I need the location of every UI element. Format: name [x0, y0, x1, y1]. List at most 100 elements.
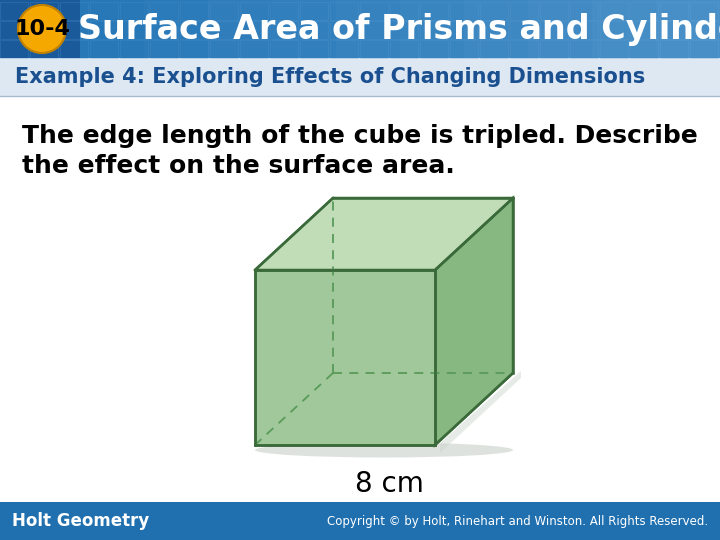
Bar: [0, 0, 80, 58]
Bar: [690, 21, 718, 39]
Bar: [630, 2, 658, 20]
Bar: [656, 0, 720, 58]
Bar: [240, 2, 268, 20]
Text: Copyright © by Holt, Rinehart and Winston. All Rights Reserved.: Copyright © by Holt, Rinehart and Winsto…: [327, 515, 708, 528]
Bar: [510, 2, 538, 20]
Bar: [464, 0, 528, 58]
Bar: [30, 40, 58, 58]
Bar: [690, 40, 718, 58]
Text: Holt Geometry: Holt Geometry: [12, 512, 149, 530]
Bar: [0, 502, 720, 540]
Bar: [300, 21, 328, 39]
Bar: [570, 2, 598, 20]
Bar: [480, 2, 508, 20]
Bar: [450, 21, 478, 39]
Bar: [390, 21, 418, 39]
Bar: [540, 40, 568, 58]
Bar: [660, 2, 688, 20]
Bar: [210, 21, 238, 39]
Bar: [90, 21, 118, 39]
Bar: [630, 21, 658, 39]
Text: The edge length of the cube is tripled. Describe: The edge length of the cube is tripled. …: [22, 124, 698, 148]
Bar: [60, 2, 88, 20]
Bar: [390, 40, 418, 58]
Polygon shape: [255, 198, 513, 270]
Bar: [330, 2, 358, 20]
Bar: [300, 40, 328, 58]
Bar: [80, 0, 144, 58]
Bar: [600, 40, 628, 58]
Bar: [300, 2, 328, 20]
Text: the effect on the surface area.: the effect on the surface area.: [22, 154, 455, 178]
Bar: [660, 21, 688, 39]
Bar: [400, 0, 464, 58]
Bar: [420, 40, 448, 58]
Bar: [360, 2, 388, 20]
Bar: [0, 58, 720, 96]
Bar: [270, 2, 298, 20]
Bar: [0, 40, 28, 58]
Text: 8 cm: 8 cm: [354, 470, 423, 498]
Bar: [210, 2, 238, 20]
Ellipse shape: [255, 442, 513, 457]
Polygon shape: [255, 270, 435, 445]
Bar: [90, 40, 118, 58]
Text: Example 4: Exploring Effects of Changing Dimensions: Example 4: Exploring Effects of Changing…: [15, 67, 645, 87]
Bar: [90, 2, 118, 20]
Bar: [208, 0, 272, 58]
Bar: [450, 40, 478, 58]
Bar: [600, 21, 628, 39]
Bar: [144, 0, 208, 58]
Bar: [240, 21, 268, 39]
Bar: [0, 96, 720, 502]
Bar: [540, 21, 568, 39]
Bar: [120, 40, 148, 58]
Bar: [330, 40, 358, 58]
Bar: [270, 40, 298, 58]
Bar: [210, 40, 238, 58]
Bar: [420, 21, 448, 39]
Bar: [690, 2, 718, 20]
Bar: [592, 0, 656, 58]
Bar: [390, 2, 418, 20]
Bar: [30, 2, 58, 20]
Bar: [450, 2, 478, 20]
Bar: [0, 0, 720, 58]
Bar: [570, 21, 598, 39]
Bar: [120, 2, 148, 20]
Bar: [0, 21, 28, 39]
Bar: [180, 2, 208, 20]
Bar: [528, 0, 592, 58]
Bar: [510, 21, 538, 39]
Bar: [360, 21, 388, 39]
Bar: [60, 40, 88, 58]
Bar: [660, 40, 688, 58]
Text: 10-4: 10-4: [14, 19, 70, 39]
Bar: [336, 0, 400, 58]
Circle shape: [18, 5, 66, 53]
Bar: [360, 40, 388, 58]
Bar: [240, 40, 268, 58]
Bar: [150, 2, 178, 20]
Bar: [540, 2, 568, 20]
Bar: [630, 40, 658, 58]
Polygon shape: [435, 198, 513, 445]
Bar: [150, 21, 178, 39]
Bar: [120, 21, 148, 39]
Bar: [510, 40, 538, 58]
Bar: [420, 2, 448, 20]
Bar: [150, 40, 178, 58]
Bar: [272, 0, 336, 58]
Polygon shape: [440, 371, 521, 453]
Bar: [270, 21, 298, 39]
Bar: [30, 21, 58, 39]
Bar: [330, 21, 358, 39]
Bar: [180, 21, 208, 39]
Bar: [0, 2, 28, 20]
Bar: [60, 21, 88, 39]
Bar: [480, 21, 508, 39]
Text: Surface Area of Prisms and Cylinders: Surface Area of Prisms and Cylinders: [78, 12, 720, 45]
Bar: [600, 2, 628, 20]
Bar: [180, 40, 208, 58]
Bar: [570, 40, 598, 58]
